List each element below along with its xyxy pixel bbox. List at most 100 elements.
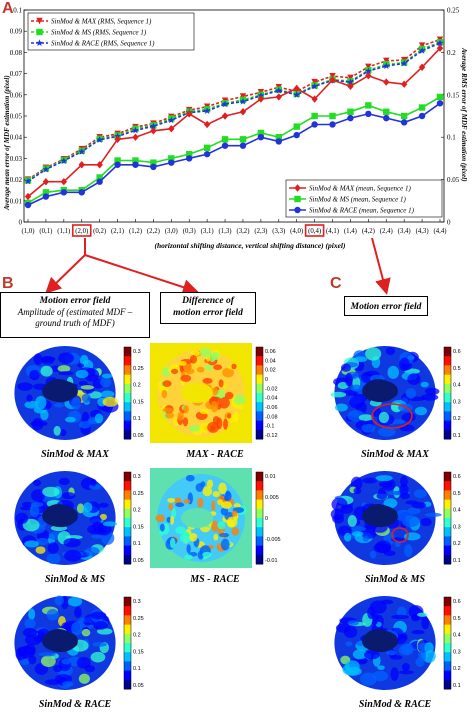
colorbar-tick: 0.15 — [133, 524, 144, 530]
map-blob — [212, 386, 218, 396]
colorbar-tick: 0 — [265, 516, 268, 522]
map-blob — [223, 418, 228, 430]
colorbar-tick: -0.08 — [265, 414, 278, 420]
map-blob — [92, 641, 107, 647]
map-blob — [185, 474, 195, 482]
colorbar-segment — [444, 508, 451, 519]
map-blob — [31, 489, 46, 502]
y-left-tick-label: 0.04 — [10, 134, 23, 142]
heatmap-ms-minus-race: 0.01 0.005 0 -0.005 -0.01 — [150, 468, 281, 568]
colorbar-segment — [124, 615, 131, 626]
map-blob — [217, 521, 226, 530]
x-tick-label: (4,2) — [362, 228, 375, 235]
map-blob — [233, 503, 241, 508]
map-blob — [396, 634, 407, 640]
colorbar-segment — [256, 499, 263, 510]
series-point — [186, 150, 193, 158]
map-blob — [35, 546, 46, 554]
colorbar-segment — [444, 374, 451, 385]
series-point — [96, 161, 103, 169]
map-blob — [390, 667, 399, 681]
line-chart: 0 0.01 0.02 0.03 0.04 0.05 0.06 0.07 0.08 0.09 0.1… — [10, 7, 460, 237]
highlight-box — [304, 224, 325, 237]
x-tick-label: (3,0) — [165, 228, 178, 235]
map-blob — [210, 401, 218, 413]
y-left-tick-label: 0.09 — [10, 28, 23, 36]
series-point — [114, 161, 121, 168]
map-blob — [81, 628, 91, 637]
map-blob — [335, 623, 351, 633]
series-point — [293, 131, 300, 139]
map-blob — [369, 550, 377, 559]
colorbar-segment — [124, 472, 131, 482]
map-blob — [84, 368, 100, 382]
colorbar-tick: 0.05 — [133, 558, 144, 564]
highlight-box — [71, 224, 92, 237]
map-blob — [217, 499, 224, 506]
map-blob — [401, 412, 416, 422]
map-blob — [226, 413, 232, 419]
colorbar-segment — [124, 420, 131, 431]
caption-c-2: SinMod & MS — [364, 574, 426, 585]
map-blob — [347, 620, 359, 626]
map-blob — [101, 373, 113, 379]
legend-entry: SinMod & MAX (RMS, Sequence 1) — [51, 18, 152, 26]
series-point — [239, 136, 247, 143]
colorbar-segment — [256, 429, 263, 440]
colorbar-tick: -0.06 — [265, 405, 278, 411]
series-point — [365, 110, 372, 118]
series-point — [132, 161, 139, 168]
map-blob — [347, 514, 358, 527]
map-blob — [202, 551, 212, 558]
series-point — [36, 17, 43, 25]
x-tick-label: (1,0) — [21, 228, 34, 235]
map-blob — [24, 618, 36, 629]
colorbar-segment — [124, 527, 131, 537]
map-blob — [222, 367, 234, 378]
map-blob — [417, 612, 428, 617]
series-point — [114, 135, 121, 144]
map-blob — [80, 385, 95, 390]
colorbar-segment — [256, 383, 263, 394]
series-point — [365, 63, 372, 71]
map-blob — [358, 414, 374, 421]
colorbar-tick: 0.15 — [133, 399, 144, 405]
colorbar-tick: 0.3 — [133, 474, 141, 480]
map-blob — [351, 526, 366, 532]
colorbar-segment — [124, 670, 131, 681]
map-blob — [83, 502, 93, 513]
colorbar-segment — [124, 633, 131, 644]
motion-error-field-box-c: Motion error field — [344, 296, 428, 316]
caption-b-left-1: SinMod & MAX — [41, 449, 109, 460]
series-point — [186, 110, 193, 118]
colorbar-tick: 0.5 — [453, 491, 461, 497]
map-blob — [343, 532, 352, 542]
colorbar-segment — [256, 356, 263, 366]
map-blob — [221, 501, 233, 509]
colorbar-segment — [124, 597, 131, 607]
map-blob — [28, 608, 36, 621]
map-blob — [353, 487, 362, 495]
colorbar-segment — [124, 508, 131, 519]
map-blob — [53, 425, 61, 436]
series-point — [221, 142, 229, 149]
colorbar-segment — [256, 420, 263, 431]
map-blob — [28, 655, 37, 665]
heatmap-sinmod-race: 0.3 0.25 0.2 0.15 0.1 0.05 — [10, 593, 144, 693]
colorbar-frame — [123, 471, 132, 565]
colorbar-segment — [444, 347, 451, 357]
series-point — [132, 157, 139, 164]
colorbar-tick: 0.5 — [453, 366, 461, 372]
colorbar-segment — [124, 383, 131, 394]
map-blob — [330, 391, 347, 398]
x-tick-label: (3,2) — [236, 228, 249, 235]
heatmap-max-minus-race: 0.06 0.04 0.02 0 -0.02 -0.04 -0.06 -0.08 -0.1 -0.… — [150, 343, 278, 443]
colorbar-segment — [444, 545, 451, 556]
map-blob — [42, 486, 60, 497]
colorbar-tick: 0.4 — [453, 633, 461, 639]
series-point — [436, 44, 444, 52]
series-point — [436, 93, 444, 101]
y-left-tick-label: 0.06 — [10, 91, 23, 99]
map-blob — [218, 482, 227, 494]
colorbar-tick: 0.02 — [265, 368, 276, 374]
